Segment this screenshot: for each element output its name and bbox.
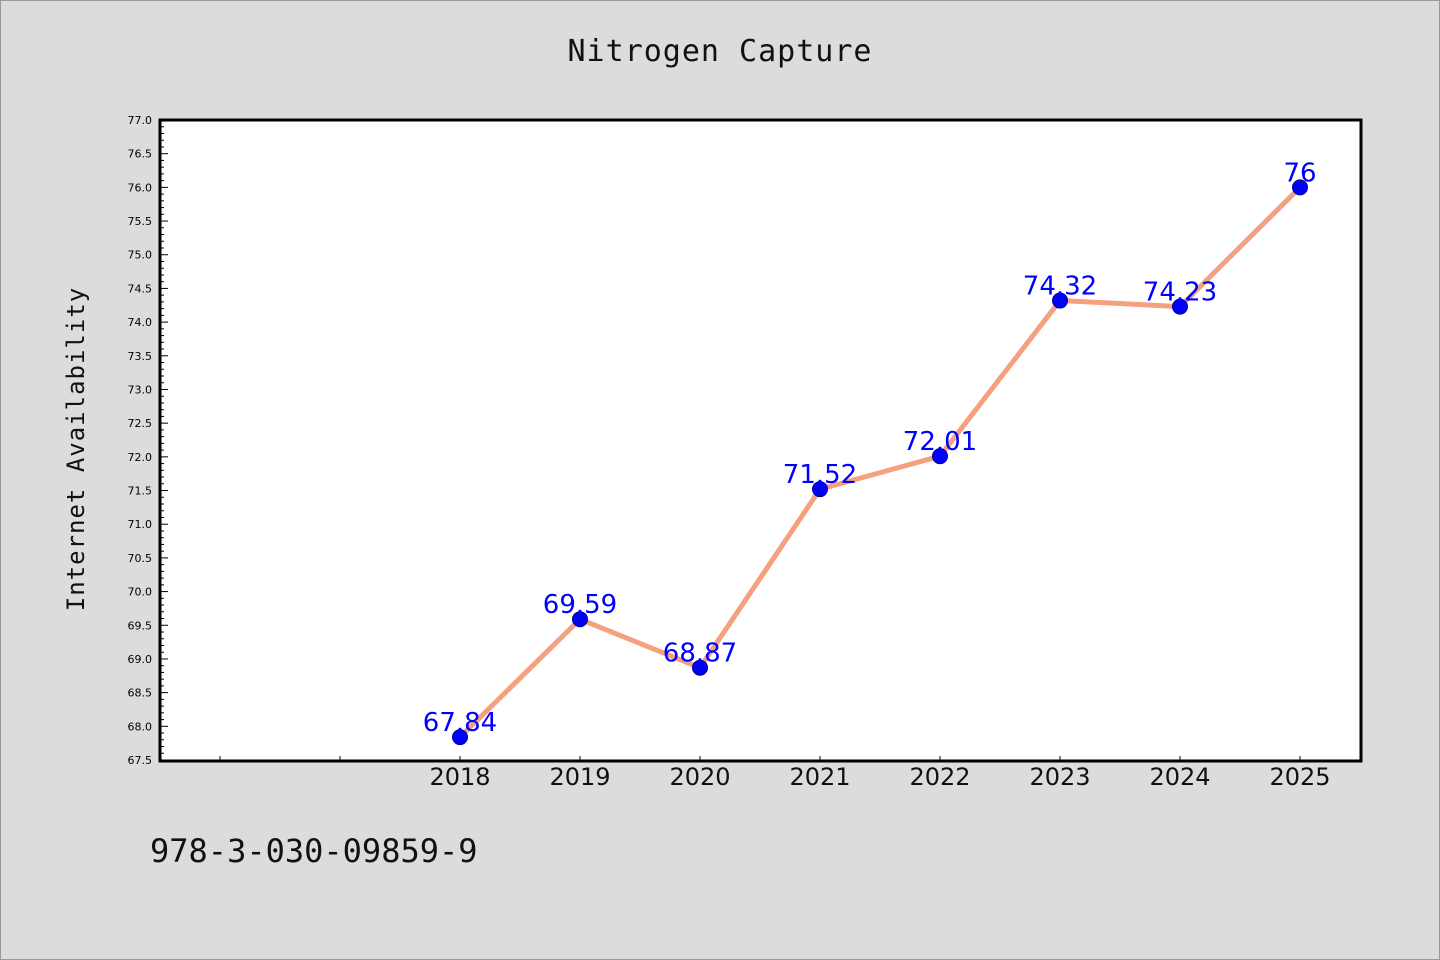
- data-label: 72.01: [903, 427, 977, 457]
- y-tick-label: 73.0: [128, 383, 153, 396]
- data-point: [452, 729, 468, 746]
- data-label: 76: [1283, 158, 1316, 188]
- data-labels: 67.84 69.59 68.87 71.52 72.01 74.32 74.23 76: [423, 158, 1317, 738]
- data-label: 74.32: [1023, 272, 1097, 302]
- y-tick-label: 72.0: [128, 451, 153, 464]
- y-tick-label: 76.5: [128, 148, 153, 161]
- data-markers: [452, 179, 1308, 746]
- data-label: 69.59: [543, 590, 617, 620]
- y-axis: 67.5 68.0 68.5 69.0 69.5 70.0 70.5 71.0 71.5 72.0…: [128, 114, 168, 767]
- x-tick-label: 2022: [909, 763, 970, 791]
- data-point: [1172, 298, 1188, 315]
- y-tick-label: 76.0: [128, 181, 153, 194]
- x-tick-label: 2025: [1269, 763, 1330, 791]
- y-tick-label: 73.5: [128, 350, 153, 363]
- x-tick-label: 2019: [549, 763, 610, 791]
- data-label: 68.87: [663, 639, 737, 669]
- y-tick-label: 77.0: [128, 114, 153, 127]
- data-point: [812, 481, 828, 498]
- y-tick-label: 74.5: [128, 282, 153, 295]
- data-point: [1292, 179, 1308, 196]
- plot-area: [158, 118, 1363, 763]
- data-point: [1052, 292, 1068, 309]
- data-label: 71.52: [783, 460, 857, 490]
- y-tick-label: 75.0: [128, 249, 153, 262]
- data-point: [932, 448, 948, 465]
- y-tick-label: 69.0: [128, 653, 153, 666]
- series-line: [458, 185, 1302, 739]
- data-label: 74.23: [1143, 278, 1217, 308]
- y-tick-label: 70.5: [128, 552, 153, 565]
- x-tick-label: 2023: [1029, 763, 1090, 791]
- x-tick-label: 2021: [789, 763, 850, 791]
- data-label: 67.84: [423, 708, 497, 738]
- y-tick-label: 69.5: [128, 619, 153, 632]
- y-tick-label: 68.5: [128, 687, 153, 700]
- chart-title: Nitrogen Capture: [567, 34, 873, 69]
- isbn-footnote: 978-3-030-09859-9: [150, 832, 478, 870]
- y-tick-label: 67.5: [128, 754, 153, 767]
- y-tick-label: 71.5: [128, 485, 153, 498]
- y-tick-label: 74.0: [128, 316, 153, 329]
- data-point: [692, 659, 708, 676]
- data-point: [572, 611, 588, 628]
- x-axis: 2018 2019 2020 2021 2022 2023 2024 2025: [219, 756, 1331, 791]
- y-tick-label: 70.0: [128, 586, 153, 599]
- y-tick-label: 75.5: [128, 215, 153, 228]
- x-tick-label: 2018: [429, 763, 490, 791]
- y-tick-label: 68.0: [128, 720, 153, 733]
- y-tick-label: 71.0: [128, 518, 153, 531]
- x-tick-label: 2024: [1149, 763, 1210, 791]
- y-tick-label: 72.5: [128, 417, 153, 430]
- x-tick-label: 2020: [669, 763, 730, 791]
